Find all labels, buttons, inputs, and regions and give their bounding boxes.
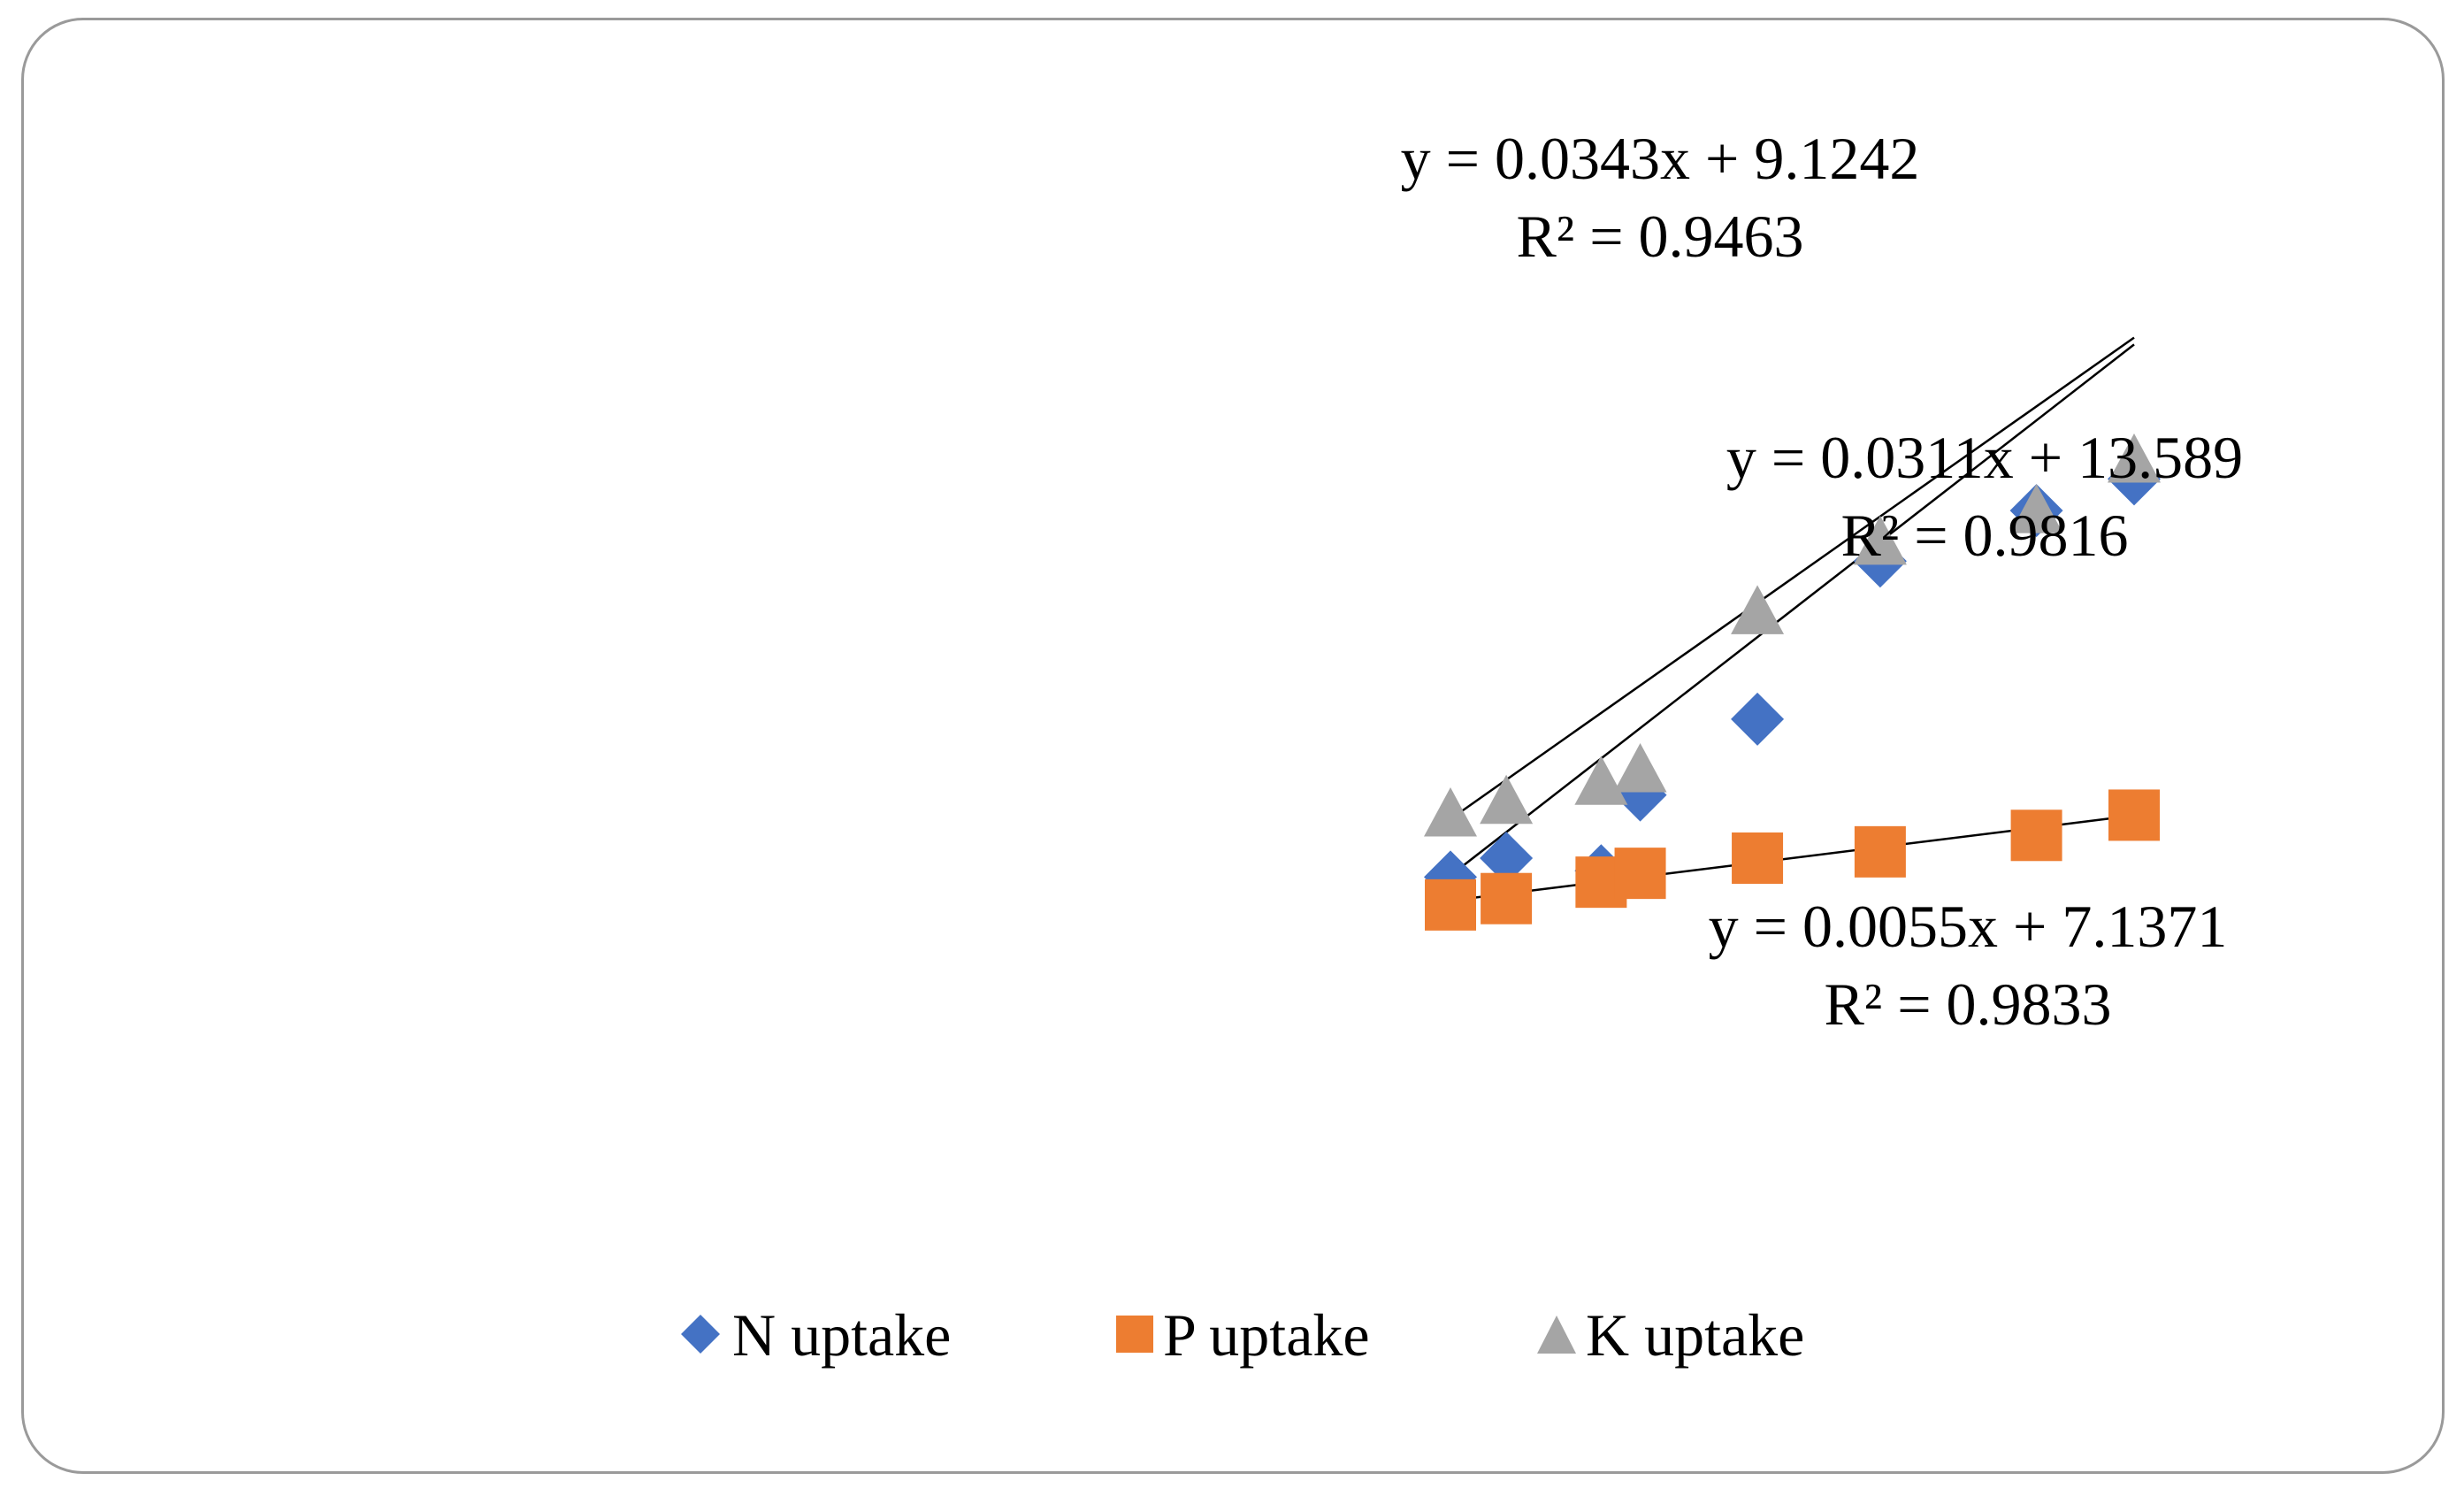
n-uptake-point: [1731, 692, 1785, 746]
k-trend-r2: R² = 0.9816: [1840, 502, 2128, 569]
k-trend-equation: y = 0.0311x + 13.589: [1726, 424, 2243, 491]
p-uptake-point: [2010, 809, 2062, 862]
legend-p-marker-icon: [1116, 1316, 1153, 1353]
k-uptake-point: [1853, 515, 1907, 565]
p-trend-equation: y = 0.0055x + 7.1371: [1709, 893, 2228, 960]
k-uptake-point: [1613, 743, 1667, 793]
chart-frame: [21, 18, 2445, 1474]
n-trend-r2: R² = 0.9463: [1516, 203, 1803, 270]
k-uptake-trendline: [1450, 336, 2135, 820]
n-trend-equation: y = 0.0343x + 9.1242: [1401, 125, 1920, 192]
legend-n-marker-icon: [681, 1315, 720, 1354]
p-uptake-point: [1481, 872, 1533, 924]
legend-k-marker-icon: [1537, 1316, 1576, 1354]
p-uptake-point: [1732, 832, 1784, 884]
n-uptake-point: [1480, 832, 1534, 885]
k-uptake-point: [1480, 774, 1534, 825]
legend-k-label: K uptake: [1586, 1301, 1804, 1369]
p-uptake-point: [2108, 789, 2160, 841]
marker-layer: [1424, 433, 2161, 931]
p-trend-r2: R² = 0.9833: [1824, 970, 2111, 1038]
legend-p-label: P uptake: [1163, 1301, 1370, 1369]
p-uptake-point: [1854, 825, 1906, 878]
legend-n-label: N uptake: [732, 1301, 951, 1369]
k-uptake-point: [1424, 787, 1477, 837]
p-uptake-point: [1425, 878, 1476, 931]
n-uptake-trendline: [1450, 343, 2135, 877]
legend: N uptake P uptake K uptake: [681, 1301, 1804, 1369]
k-uptake-point: [2108, 433, 2161, 483]
k-uptake-point: [1574, 756, 1628, 805]
k-uptake-point: [1731, 585, 1785, 634]
p-uptake-point: [1614, 848, 1666, 900]
k-uptake-point: [2009, 484, 2063, 533]
